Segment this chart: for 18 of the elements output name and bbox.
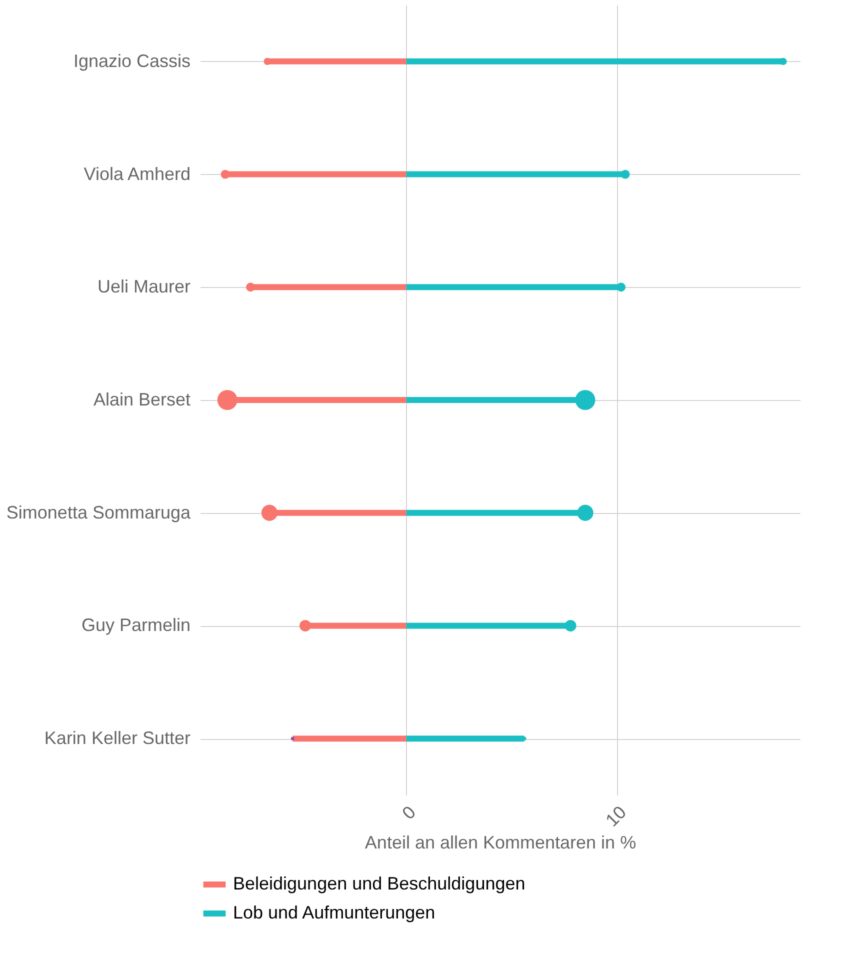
x-tick-label: 0: [398, 802, 420, 824]
y-tick-label: Ignazio Cassis: [73, 50, 190, 71]
y-tick-label: Simonetta Sommaruga: [6, 502, 192, 522]
point: [780, 58, 787, 66]
y-tick-label: Karin Keller Sutter: [44, 728, 190, 748]
x-tick-label: 10: [602, 802, 630, 830]
y-tick-label: Ueli Maurer: [97, 276, 190, 297]
x-axis-title: Anteil an allen Kommentaren in %: [364, 832, 636, 852]
point: [220, 170, 230, 179]
point: [246, 282, 255, 292]
point: [616, 282, 626, 292]
y-tick-label: Viola Amherd: [84, 164, 190, 184]
y-tick-label: Alain Berset: [93, 390, 190, 410]
point: [620, 170, 630, 179]
legend-label: Lob und Aufmunterungen: [233, 902, 436, 922]
point: [264, 58, 271, 66]
y-tick-label: Guy Parmelin: [81, 615, 190, 636]
legend-label: Beleidigungen und Beschuldigungen: [233, 874, 526, 894]
